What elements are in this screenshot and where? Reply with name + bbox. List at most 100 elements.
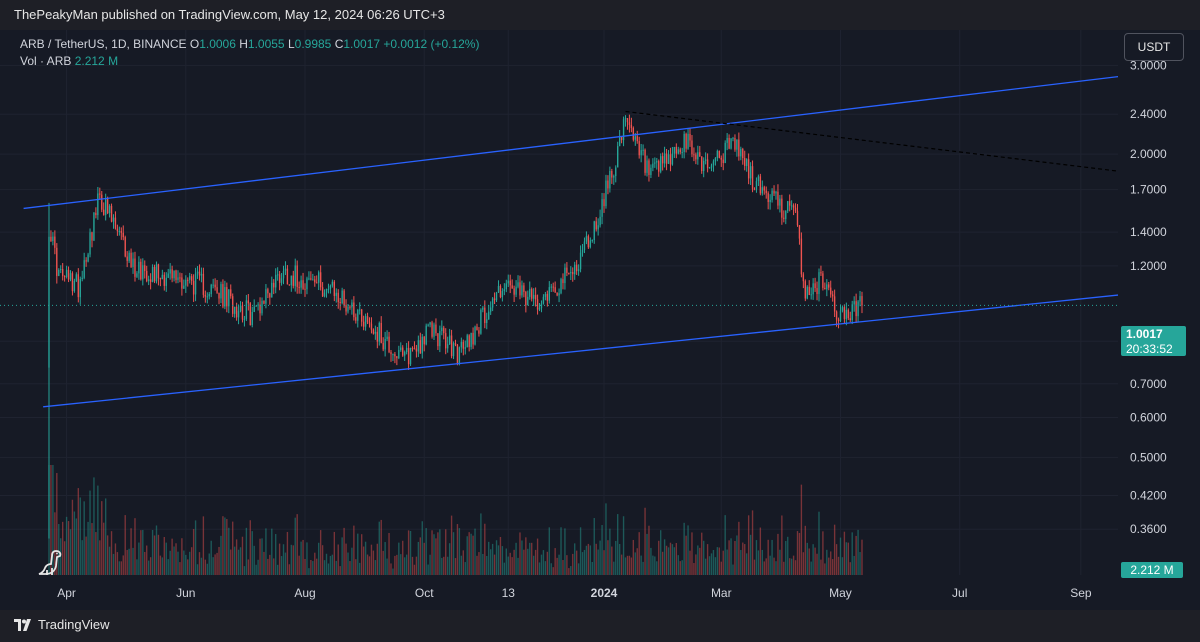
candle-body xyxy=(853,301,855,305)
volume-bar xyxy=(554,548,556,575)
volume-bar xyxy=(480,513,482,575)
candle-body xyxy=(861,296,863,306)
candle-body xyxy=(314,279,316,283)
candle-body xyxy=(142,265,144,280)
candle-body xyxy=(722,159,724,164)
volume-bar xyxy=(415,556,418,575)
candle-body xyxy=(441,327,443,332)
volume-bar xyxy=(423,542,425,575)
volume-bar xyxy=(392,568,394,575)
candle-body xyxy=(63,276,66,278)
candle-body xyxy=(370,323,373,330)
volume-bar xyxy=(212,557,214,575)
candle-body xyxy=(220,284,222,299)
candle-body xyxy=(382,342,384,350)
volume-bar xyxy=(247,559,250,575)
volume-bar xyxy=(208,553,210,575)
volume-bar xyxy=(134,518,136,575)
candle-body xyxy=(56,247,58,276)
volume-bar xyxy=(464,562,466,575)
candle-body xyxy=(155,264,158,282)
candle-body xyxy=(415,348,418,352)
candle-body xyxy=(202,273,205,295)
volume-bar xyxy=(585,545,588,575)
volume-bar xyxy=(820,559,822,575)
chart-area[interactable]: 3.00002.40002.00001.70001.40001.20000.85… xyxy=(0,30,1200,610)
currency-button[interactable]: USDT xyxy=(1124,33,1184,61)
candle-body xyxy=(540,303,543,309)
candle-body xyxy=(273,282,275,288)
volume-bar xyxy=(327,563,330,575)
candle-body xyxy=(134,258,136,277)
volume-bar xyxy=(491,543,494,575)
candle-body xyxy=(325,288,328,293)
tradingview-brand[interactable]: TradingView xyxy=(14,617,110,632)
candle-body xyxy=(701,156,703,172)
volume-bar xyxy=(146,545,148,575)
volume-bar xyxy=(609,528,611,575)
volume-bar xyxy=(224,517,226,575)
volume-bar xyxy=(775,561,777,575)
candle-body xyxy=(276,274,279,276)
candle-body xyxy=(85,260,87,262)
volume-bar xyxy=(110,531,113,575)
volume-bar xyxy=(446,556,449,575)
candle-body xyxy=(351,302,353,308)
candle-body xyxy=(93,212,95,241)
dinosaur-icon[interactable] xyxy=(36,548,66,583)
volume-bar xyxy=(812,544,814,575)
volume-bar xyxy=(810,561,812,575)
volume-bar xyxy=(665,545,668,575)
candle-body xyxy=(173,270,175,279)
candle-body xyxy=(800,238,803,275)
candle-body xyxy=(290,275,293,286)
volume-bar xyxy=(484,523,486,575)
candle-body xyxy=(147,279,150,282)
candle-body xyxy=(822,273,824,288)
candle-body xyxy=(288,284,291,286)
volume-label: Vol · ARB xyxy=(20,54,72,68)
candle-body xyxy=(462,341,464,349)
candle-body xyxy=(640,150,642,156)
volume-bar xyxy=(151,529,154,575)
volume-bar xyxy=(441,557,443,575)
volume-bar xyxy=(316,558,318,575)
volume-bar xyxy=(165,542,167,575)
candle-body xyxy=(513,288,515,295)
volume-bar xyxy=(450,515,453,575)
candle-body xyxy=(818,272,820,294)
candle-body xyxy=(177,277,179,280)
volume-bar xyxy=(699,547,701,575)
candle-body xyxy=(599,216,601,226)
volume-bar xyxy=(521,540,523,575)
volume-bar xyxy=(63,541,66,575)
volume-bar xyxy=(273,558,275,575)
volume-bar xyxy=(787,536,789,575)
candle-body xyxy=(151,266,154,282)
candle-body xyxy=(720,157,722,160)
candle-body xyxy=(140,261,142,280)
volume-bar xyxy=(802,552,805,575)
candle-body xyxy=(265,289,267,304)
candle-body xyxy=(525,291,527,306)
volume-bar xyxy=(538,562,541,575)
volume-bar xyxy=(298,555,300,575)
candle-body xyxy=(91,232,93,241)
volume-bar xyxy=(312,561,314,575)
volume-bar xyxy=(114,543,117,575)
candle-body xyxy=(523,285,525,292)
x-tick-label: Mar xyxy=(711,586,732,600)
candle-body xyxy=(529,288,531,297)
price-chart[interactable]: 3.00002.40002.00001.70001.40001.20000.85… xyxy=(0,30,1200,610)
volume-bar xyxy=(196,564,199,575)
volume-bar xyxy=(52,465,54,575)
candle-body xyxy=(753,189,756,191)
candle-body xyxy=(552,286,554,288)
volume-bar xyxy=(353,525,355,575)
volume-bar xyxy=(286,531,289,575)
volume-bar xyxy=(445,529,447,575)
candle-body xyxy=(828,284,830,288)
candle-body xyxy=(423,336,425,345)
volume-bar xyxy=(831,559,834,575)
candle-body xyxy=(489,307,492,312)
